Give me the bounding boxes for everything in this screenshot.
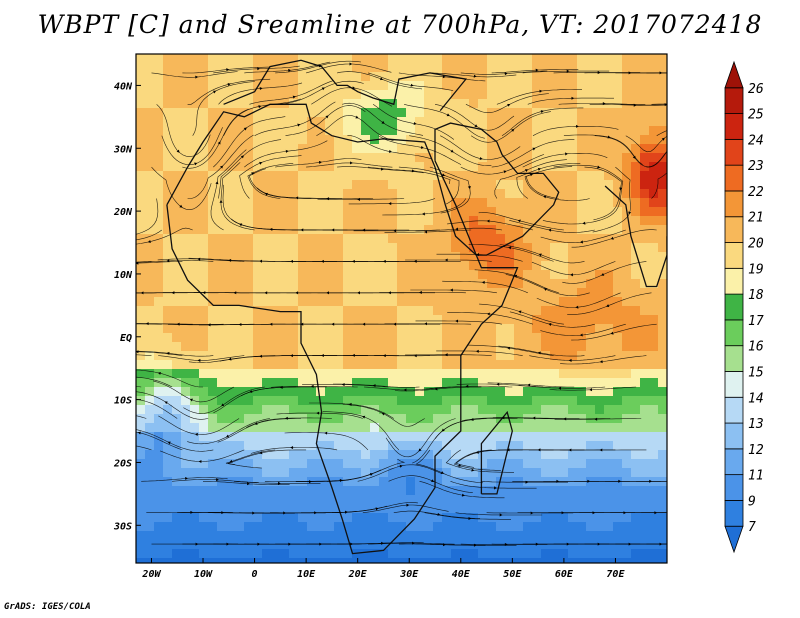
colorbar-label: 15 [748,365,764,380]
map-frame [135,53,668,564]
colorbar-label: 26 [748,82,764,97]
lon-tick-label: 10W [194,569,213,580]
lat-tick-label: 10N [114,270,133,281]
colorbar-segment [724,525,744,554]
lat-tick-label: 40N [114,81,133,92]
lon-tick-label: 50E [503,569,522,580]
colorbar-segment [724,371,744,398]
colorbar-segment [724,164,744,192]
footer-credit: GrADS: IGES/COLA [4,602,91,612]
lat-tick-label: 30N [113,144,133,155]
colorbar-label: 11 [748,469,764,484]
colorbar-segment [724,448,744,476]
lon-tick-label: 30E [399,569,419,580]
longitude-axis: 20W 10W 0 10E 20E 30E 40E 50E 60E 70E [141,558,625,580]
chart-title: WBPT [C] and Sreamline at 700hPa, VT: 20… [37,10,763,39]
colorbar-label: 14 [748,391,764,406]
colorbar-label: 25 [748,108,764,123]
lat-tick-label: 20S [113,458,132,469]
colorbar-segment [724,216,744,243]
lon-tick-label: 20W [141,569,161,580]
colorbar-label: 18 [748,288,764,303]
lat-tick-label: 10S [114,396,132,407]
lon-tick-label: 40E [452,569,471,580]
lat-tick-label: 20N [113,207,133,218]
colorbar-segment [724,396,744,424]
colorbar-label: 7 [748,520,756,535]
colorbar-label: 9 [748,494,756,509]
colorbar-label: 23 [748,159,764,174]
colorbar-label: 13 [748,417,764,432]
colorbar-segment [724,500,744,527]
colorbar: 7 9 11 12 13 14 15 16 17 18 19 20 21 22 23 24 25 26 [724,60,764,554]
colorbar-label: 19 [748,262,764,277]
lat-tick-label: 30S [113,521,132,532]
lon-tick-label: 60E [555,569,574,580]
colorbar-segment [724,474,744,501]
colorbar-label: 22 [748,185,764,200]
latitude-axis: 40N 30N 20N 10N EQ 10S 20S 30S [113,81,141,532]
colorbar-segment [724,422,744,450]
colorbar-segment [724,138,744,166]
colorbar-label: 24 [748,133,764,148]
colorbar-segment [724,60,744,89]
colorbar-label: 20 [748,237,764,252]
colorbar-segment [724,293,744,321]
colorbar-segment [724,345,744,372]
lon-tick-label: 0 [252,569,258,580]
lon-tick-label: 70E [606,569,625,580]
colorbar-segment [724,113,744,140]
colorbar-segment [724,87,744,114]
colorbar-label: 21 [748,211,764,226]
colorbar-segment [724,242,744,269]
colorbar-segment [724,190,744,218]
lat-tick-label: EQ [120,333,132,344]
streamlines [136,60,667,547]
colorbar-segment [724,267,744,295]
colorbar-segment [724,319,744,347]
colorbar-label: 17 [748,314,764,329]
lon-tick-label: 10E [297,569,316,580]
colorbar-label: 12 [748,443,764,458]
lon-tick-label: 20E [348,569,368,580]
colorbar-label: 16 [748,340,764,355]
